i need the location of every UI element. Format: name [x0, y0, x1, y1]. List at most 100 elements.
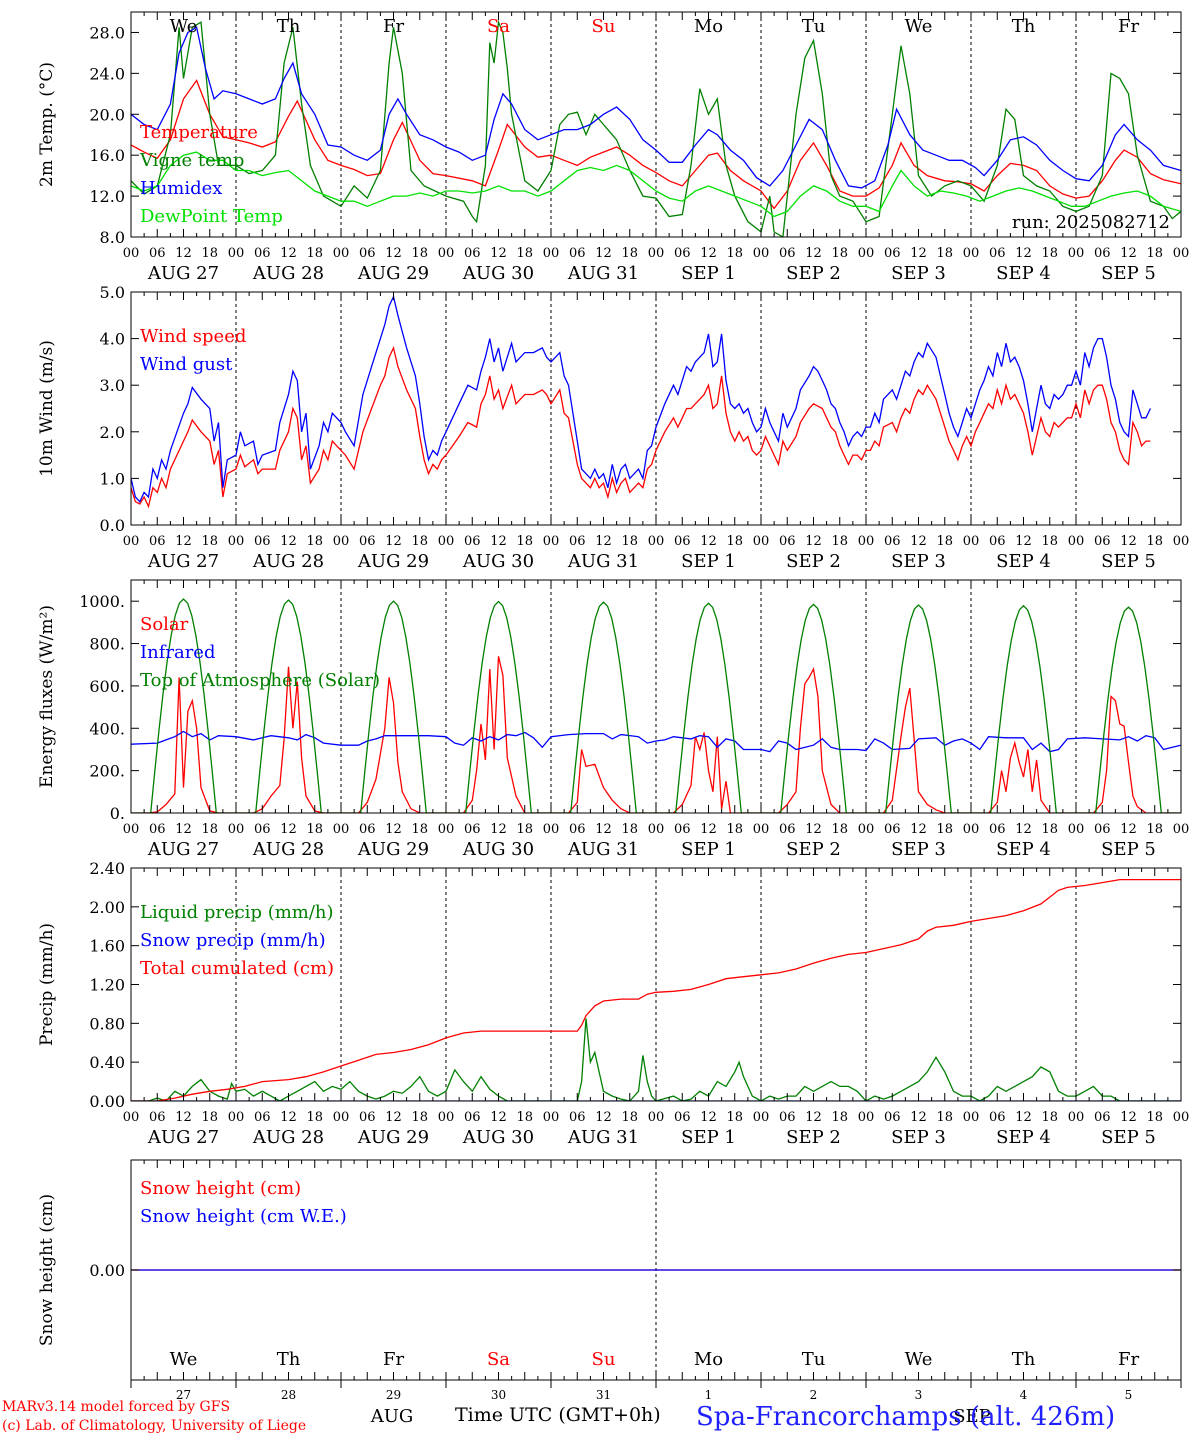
- day-name: Th: [1012, 1349, 1036, 1370]
- hour-label: 18: [621, 822, 638, 837]
- date-label: SEP 2: [786, 839, 841, 860]
- hour-label: 00: [648, 1110, 665, 1125]
- day-name: We: [905, 16, 933, 37]
- legend-item: Snow height (cm): [140, 1178, 301, 1199]
- hour-label: 12: [700, 534, 717, 549]
- hour-label: 18: [1146, 822, 1163, 837]
- hour-label: 18: [306, 1110, 323, 1125]
- hour-label: 12: [175, 246, 192, 261]
- date-label: SEP 5: [1101, 1127, 1156, 1148]
- hour-label: 06: [779, 1110, 796, 1125]
- hour-label: 06: [989, 1110, 1006, 1125]
- hour-label: 18: [726, 246, 743, 261]
- y-axis-label: Precip (mm/h): [37, 923, 57, 1046]
- hour-label: 18: [1146, 1110, 1163, 1125]
- legend-item: Humidex: [140, 178, 222, 199]
- hour-label: 00: [648, 822, 665, 837]
- hour-label: 12: [385, 246, 402, 261]
- station-title: Spa-Francorchamps (alt. 426m): [696, 1402, 1116, 1432]
- legend-item: Liquid precip (mm/h): [140, 902, 334, 923]
- hour-label: 06: [989, 822, 1006, 837]
- y-tick-label: 1.60: [89, 937, 125, 956]
- day-name: We: [170, 16, 198, 37]
- y-axis-label: Energy fluxes (W/m²): [37, 605, 57, 788]
- hour-label: 06: [464, 1110, 481, 1125]
- hour-label: 18: [831, 534, 848, 549]
- series-vigne-temp: [131, 19, 1181, 237]
- hour-label: 06: [674, 1110, 691, 1125]
- date-label: AUG 29: [357, 551, 429, 572]
- hour-label: 18: [831, 1110, 848, 1125]
- hour-label: 00: [1068, 822, 1085, 837]
- hour-label: 12: [910, 534, 927, 549]
- day-name: Sa: [487, 1349, 510, 1370]
- hour-label: 12: [280, 822, 297, 837]
- hour-label: 00: [753, 246, 770, 261]
- hour-label: 18: [411, 246, 428, 261]
- hour-label: 12: [280, 246, 297, 261]
- y-tick-label: 0.00: [89, 1261, 125, 1280]
- hour-label: 12: [595, 534, 612, 549]
- hour-label: 12: [1015, 1110, 1032, 1125]
- day-name: Fr: [1118, 16, 1139, 37]
- hour-label: 06: [1094, 246, 1111, 261]
- hour-label: 18: [306, 822, 323, 837]
- panel-1: 8.0 12.0 16.0 20.0 24.0 28.0 2m Temp. (°C) Temp…: [37, 11, 1190, 284]
- date-label: SEP 2: [786, 1127, 841, 1148]
- y-tick-label: 800.: [89, 635, 125, 654]
- day-number: 31: [596, 1388, 611, 1402]
- hour-label: 12: [490, 822, 507, 837]
- date-label: SEP 5: [1101, 839, 1156, 860]
- date-label: SEP 1: [681, 839, 736, 860]
- panel-4: 0.00 0.40 0.80 1.20 1.60 2.00 2.40 Precip (mm/h…: [37, 859, 1189, 1148]
- y-tick-label: 0.0: [100, 516, 125, 535]
- day-number: 29: [386, 1388, 401, 1402]
- hour-label: 18: [726, 1110, 743, 1125]
- hour-label: 12: [1120, 822, 1137, 837]
- hour-label: 06: [884, 822, 901, 837]
- hour-label: 00: [963, 1110, 980, 1125]
- date-label: AUG 29: [357, 263, 429, 284]
- hour-label: 18: [831, 822, 848, 837]
- hour-label: 06: [674, 822, 691, 837]
- y-tick-label: 0.00: [89, 1092, 125, 1111]
- hour-label: 12: [385, 1110, 402, 1125]
- hour-label: 12: [1015, 822, 1032, 837]
- hour-label: 12: [385, 822, 402, 837]
- date-label: AUG 28: [252, 1127, 324, 1148]
- hour-label: 00: [123, 534, 140, 549]
- hour-label: 18: [306, 534, 323, 549]
- hour-label: 00: [333, 534, 350, 549]
- series-group: [131, 878, 1181, 1101]
- hour-label: 18: [621, 246, 638, 261]
- hour-label: 12: [1120, 1110, 1137, 1125]
- hour-label: 12: [490, 1110, 507, 1125]
- hour-label: 18: [936, 822, 953, 837]
- hour-label: 18: [831, 246, 848, 261]
- day-name: Fr: [383, 16, 404, 37]
- hour-label: 12: [175, 822, 192, 837]
- hour-label: 00: [858, 246, 875, 261]
- hour-label: 00: [1068, 1110, 1085, 1125]
- hour-label: 06: [674, 534, 691, 549]
- hour-label: 06: [149, 246, 166, 261]
- hour-label: 00: [963, 822, 980, 837]
- y-tick-label: 4.0: [100, 330, 125, 349]
- y-tick-label: 3.0: [100, 376, 125, 395]
- hour-label: 06: [149, 1110, 166, 1125]
- x-axis-title: Time UTC (GMT+0h): [455, 1404, 661, 1426]
- series-group: [131, 19, 1181, 237]
- hour-label: 00: [1173, 246, 1190, 261]
- panel-3: 0. 200. 400. 600. 800. 1000. Energy fluxes (W/…: [37, 579, 1189, 860]
- hour-label: 18: [1041, 534, 1058, 549]
- hour-label: 12: [175, 1110, 192, 1125]
- hour-label: 00: [438, 534, 455, 549]
- hour-label: 06: [464, 534, 481, 549]
- day-name: Fr: [383, 1349, 404, 1370]
- hour-label: 06: [569, 246, 586, 261]
- hour-label: 06: [254, 534, 271, 549]
- legend-item: Vigne temp: [139, 150, 244, 171]
- day-name: Mo: [694, 1349, 723, 1370]
- hour-label: 12: [490, 534, 507, 549]
- date-label: AUG 31: [567, 263, 639, 284]
